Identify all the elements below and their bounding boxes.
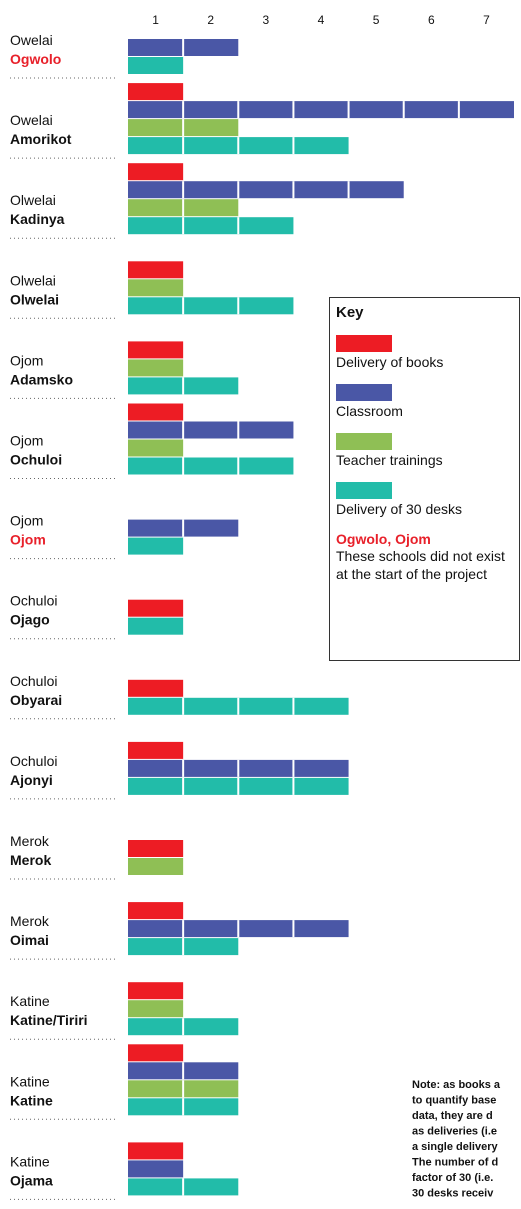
bar bbox=[128, 1160, 184, 1178]
legend-label: Delivery of 30 desks bbox=[336, 501, 463, 517]
bar bbox=[128, 421, 294, 439]
legend: Key Delivery of books Classroom Teacher tra… bbox=[329, 297, 520, 661]
group-label: Merok bbox=[10, 913, 50, 929]
footnote: data, they are d bbox=[412, 1110, 493, 1122]
legend-swatch bbox=[336, 482, 392, 499]
bar bbox=[128, 1044, 184, 1062]
group-label: Ojom bbox=[10, 433, 43, 449]
category-label: Katine/Tiriri bbox=[10, 1012, 88, 1028]
category-label: Ojama bbox=[10, 1172, 53, 1188]
group-label: Merok bbox=[10, 833, 50, 849]
footnote: The number of d bbox=[412, 1157, 498, 1169]
footnote: Note: as books a bbox=[412, 1079, 501, 1091]
group-label: Owelai bbox=[10, 112, 53, 128]
category-label: Adamsko bbox=[10, 371, 73, 387]
bar bbox=[128, 341, 184, 359]
bar bbox=[128, 679, 184, 697]
legend-note-title: Ogwolo, Ojom bbox=[336, 531, 431, 547]
bar bbox=[128, 163, 184, 181]
category-label: Merok bbox=[10, 852, 51, 868]
bar bbox=[128, 297, 294, 315]
bar bbox=[128, 101, 514, 119]
x-tick-label: 3 bbox=[263, 13, 270, 27]
legend-swatch bbox=[336, 433, 392, 450]
footnote: factor of 30 (i.e. bbox=[412, 1172, 493, 1184]
group-label: Owelai bbox=[10, 32, 53, 48]
group-label: Ochuloi bbox=[10, 753, 57, 769]
category-label: Amorikot bbox=[10, 131, 72, 147]
bar bbox=[128, 439, 184, 457]
bar bbox=[128, 840, 184, 857]
bar bbox=[128, 403, 184, 421]
bar bbox=[128, 617, 184, 635]
x-tick-label: 2 bbox=[207, 13, 214, 27]
legend-title: Key bbox=[336, 304, 364, 321]
category-label: Ojom bbox=[10, 532, 46, 548]
bar bbox=[128, 982, 184, 1000]
bar bbox=[128, 83, 184, 101]
bar bbox=[128, 217, 294, 235]
bar bbox=[128, 457, 294, 475]
group-label: Katine bbox=[10, 993, 50, 1009]
bar bbox=[128, 599, 184, 617]
group-label: Ochuloi bbox=[10, 673, 57, 689]
category-label: Ajonyi bbox=[10, 772, 53, 788]
group-label: Katine bbox=[10, 1073, 50, 1089]
category-label: Ogwolo bbox=[10, 51, 61, 67]
group-label: Katine bbox=[10, 1153, 50, 1169]
bar bbox=[128, 1142, 184, 1160]
category-label: Kadinya bbox=[10, 211, 65, 227]
bar bbox=[128, 902, 184, 920]
footnote: a single delivery bbox=[412, 1141, 498, 1153]
category-label: Katine bbox=[10, 1092, 53, 1108]
footnote: as deliveries (i.e bbox=[412, 1126, 497, 1138]
bar bbox=[128, 858, 184, 875]
bar bbox=[128, 1000, 184, 1018]
bar bbox=[128, 261, 184, 279]
x-tick-label: 1 bbox=[152, 13, 159, 27]
x-tick-label: 5 bbox=[373, 13, 380, 27]
group-label: Ochuloi bbox=[10, 593, 57, 609]
bar bbox=[128, 537, 184, 555]
bar bbox=[128, 181, 404, 199]
legend-label: Delivery of books bbox=[336, 354, 444, 370]
group-label: Ojom bbox=[10, 513, 43, 529]
footnote: to quantify base bbox=[412, 1095, 496, 1107]
group-label: Olwelai bbox=[10, 192, 56, 208]
category-label: Ojago bbox=[10, 612, 50, 628]
category-label: Oimai bbox=[10, 932, 49, 948]
x-tick-label: 7 bbox=[483, 13, 490, 27]
bar bbox=[128, 57, 184, 74]
group-label: Ojom bbox=[10, 352, 43, 368]
category-label: Ochuloi bbox=[10, 452, 62, 468]
footnote: 30 desks receiv bbox=[412, 1188, 494, 1200]
legend-label: Classroom bbox=[336, 403, 403, 419]
legend-label: Teacher trainings bbox=[336, 452, 443, 468]
bar bbox=[128, 741, 184, 759]
x-tick-label: 4 bbox=[318, 13, 325, 27]
x-tick-label: 6 bbox=[428, 13, 435, 27]
legend-note: These schools did not exist at the start… bbox=[336, 548, 505, 583]
category-label: Obyarai bbox=[10, 692, 62, 708]
bar bbox=[128, 279, 184, 297]
legend-swatch bbox=[336, 335, 392, 352]
category-label: Olwelai bbox=[10, 291, 59, 307]
bar bbox=[128, 359, 184, 377]
legend-swatch bbox=[336, 384, 392, 401]
group-label: Olwelai bbox=[10, 272, 56, 288]
